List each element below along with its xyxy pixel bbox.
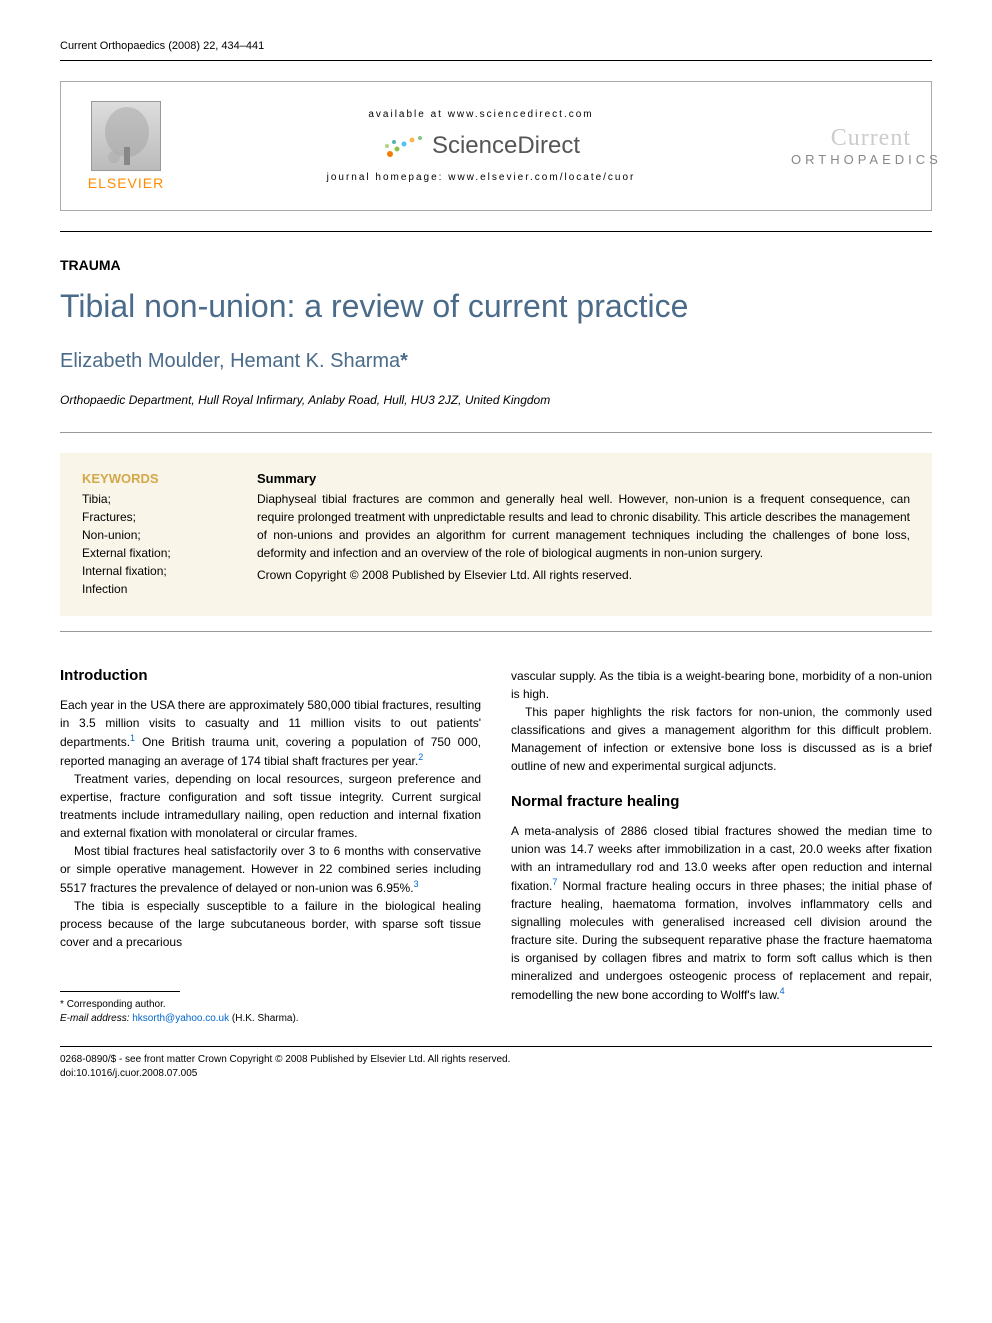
- intro-para-4: The tibia is especially susceptible to a…: [60, 897, 481, 951]
- elsevier-text: ELSEVIER: [88, 175, 164, 191]
- affiliation: Orthopaedic Department, Hull Royal Infir…: [60, 393, 932, 422]
- keywords-column: KEYWORDS Tibia; Fractures; Non-union; Ex…: [82, 471, 227, 598]
- intro-heading: Introduction: [60, 667, 481, 684]
- header-citation: Current Orthopaedics (2008) 22, 434–441: [60, 40, 932, 52]
- corresponding-email-link[interactable]: hksorth@yahoo.co.uk: [132, 1013, 229, 1024]
- journal-name-bottom: ORTHOPAEDICS: [791, 152, 911, 167]
- email-author-name: (H.K. Sharma).: [232, 1013, 299, 1024]
- footnote: * Corresponding author. E-mail address: …: [60, 998, 481, 1026]
- footer-text: 0268-0890/$ - see front matter Crown Cop…: [60, 1053, 932, 1081]
- header-rule: [60, 60, 932, 61]
- elsevier-tree-icon: [91, 101, 161, 171]
- footer-rule: [60, 1046, 932, 1047]
- abstract-bottom-rule: [60, 631, 932, 632]
- affiliation-rule: [60, 432, 932, 433]
- keywords-heading: KEYWORDS: [82, 471, 227, 486]
- available-at-text: available at www.sciencedirect.com: [171, 109, 791, 120]
- journal-homepage-text: journal homepage: www.elsevier.com/locat…: [171, 172, 791, 183]
- right-para-2: This paper highlights the risk factors f…: [511, 703, 932, 775]
- publication-banner: ELSEVIER available at www.sciencedirect.…: [60, 81, 932, 211]
- ref-2[interactable]: 2: [418, 752, 423, 762]
- body-right-column: vascular supply. As the tibia is a weigh…: [511, 667, 932, 1026]
- section-label: TRAUMA: [60, 257, 932, 273]
- intro-para-1: Each year in the USA there are approxima…: [60, 696, 481, 770]
- body-left-column: Introduction Each year in the USA there …: [60, 667, 481, 1026]
- asterisk-icon: *: [60, 999, 64, 1010]
- footer-doi: doi:10.1016/j.cuor.2008.07.005: [60, 1068, 197, 1079]
- corresponding-author-label: Corresponding author.: [67, 999, 166, 1010]
- abstract-box: KEYWORDS Tibia; Fractures; Non-union; Ex…: [60, 453, 932, 616]
- footnote-rule: [60, 991, 180, 992]
- corresponding-asterisk: *: [400, 350, 408, 372]
- banner-bottom-rule: [60, 231, 932, 232]
- elsevier-logo: ELSEVIER: [81, 101, 171, 191]
- keywords-list: Tibia; Fractures; Non-union; External fi…: [82, 490, 227, 598]
- abstract-copyright: Crown Copyright © 2008 Published by Else…: [257, 568, 910, 582]
- journal-logo: Current ORTHOPAEDICS: [791, 125, 911, 167]
- sciencedirect-logo: ScienceDirect: [171, 132, 791, 160]
- body-columns: Introduction Each year in the USA there …: [60, 667, 932, 1026]
- ref-4[interactable]: 4: [780, 986, 785, 996]
- summary-column: Summary Diaphyseal tibial fractures are …: [257, 471, 910, 598]
- right-para-3: A meta-analysis of 2886 closed tibial fr…: [511, 822, 932, 1004]
- authors-names: Elizabeth Moulder, Hemant K. Sharma: [60, 350, 400, 372]
- article-title: Tibial non-union: a review of current pr…: [60, 288, 932, 325]
- summary-heading: Summary: [257, 471, 910, 486]
- banner-center: available at www.sciencedirect.com Scien…: [171, 109, 791, 183]
- summary-text: Diaphyseal tibial fractures are common a…: [257, 490, 910, 562]
- ref-3[interactable]: 3: [414, 879, 419, 889]
- authors: Elizabeth Moulder, Hemant K. Sharma*: [60, 350, 932, 373]
- journal-name-top: Current: [791, 125, 911, 152]
- right-para-1: vascular supply. As the tibia is a weigh…: [511, 667, 932, 703]
- sciencedirect-swoosh-icon: [382, 134, 427, 159]
- footer-copyright: 0268-0890/$ - see front matter Crown Cop…: [60, 1054, 510, 1065]
- normal-healing-heading: Normal fracture healing: [511, 793, 932, 810]
- intro-para-2: Treatment varies, depending on local res…: [60, 770, 481, 842]
- intro-para-3: Most tibial fractures heal satisfactoril…: [60, 842, 481, 897]
- sciencedirect-text: ScienceDirect: [432, 132, 580, 160]
- email-label: E-mail address:: [60, 1013, 129, 1024]
